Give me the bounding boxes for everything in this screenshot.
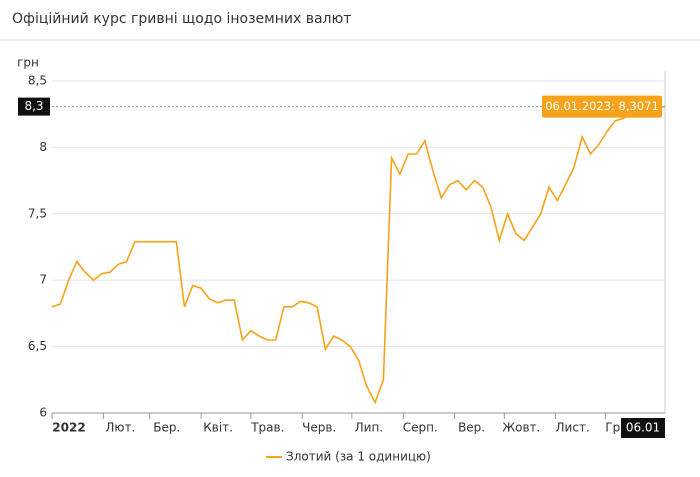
crosshair-x-box xyxy=(621,418,665,438)
x-tick-label: Лист. xyxy=(556,421,590,435)
x-tick-label: Квіт. xyxy=(203,421,233,435)
y-tick-label: 8 xyxy=(39,140,47,154)
x-tick-label: Вер. xyxy=(458,421,485,435)
x-tick-label: Серп. xyxy=(403,421,438,435)
y-tick-label: 8,5 xyxy=(28,74,47,88)
x-tick-label: Жовт. xyxy=(502,421,540,435)
series-line xyxy=(51,103,666,405)
x-tick-label: Черв. xyxy=(302,421,336,435)
tooltip: 06.01.2023: 8,3071 xyxy=(545,99,659,113)
x-tick-label: Трав. xyxy=(250,421,284,435)
crosshair-y-label: 8,3 xyxy=(24,99,43,113)
y-tick-label: 7,5 xyxy=(28,206,47,220)
y-tick-label: 6,5 xyxy=(28,339,47,353)
x-tick-label: Лип. xyxy=(355,421,383,435)
page-title: Офіційний курс гривні щодо іноземних вал… xyxy=(12,11,351,27)
tooltip-box xyxy=(542,95,662,118)
legend-label: Злотий (за 1 одиницю) xyxy=(286,450,431,464)
y-axis-label: грн xyxy=(17,56,39,70)
x-tick-label: Лют. xyxy=(105,421,135,435)
x-tick-label: 2022 xyxy=(52,421,85,435)
y-tick-label: 7 xyxy=(39,273,47,287)
y-tick-label: 6 xyxy=(39,406,47,420)
crosshair-x-label: 06.01 xyxy=(626,421,660,435)
x-tick-label: Бер. xyxy=(153,421,180,435)
crosshair-y-box xyxy=(18,97,50,116)
